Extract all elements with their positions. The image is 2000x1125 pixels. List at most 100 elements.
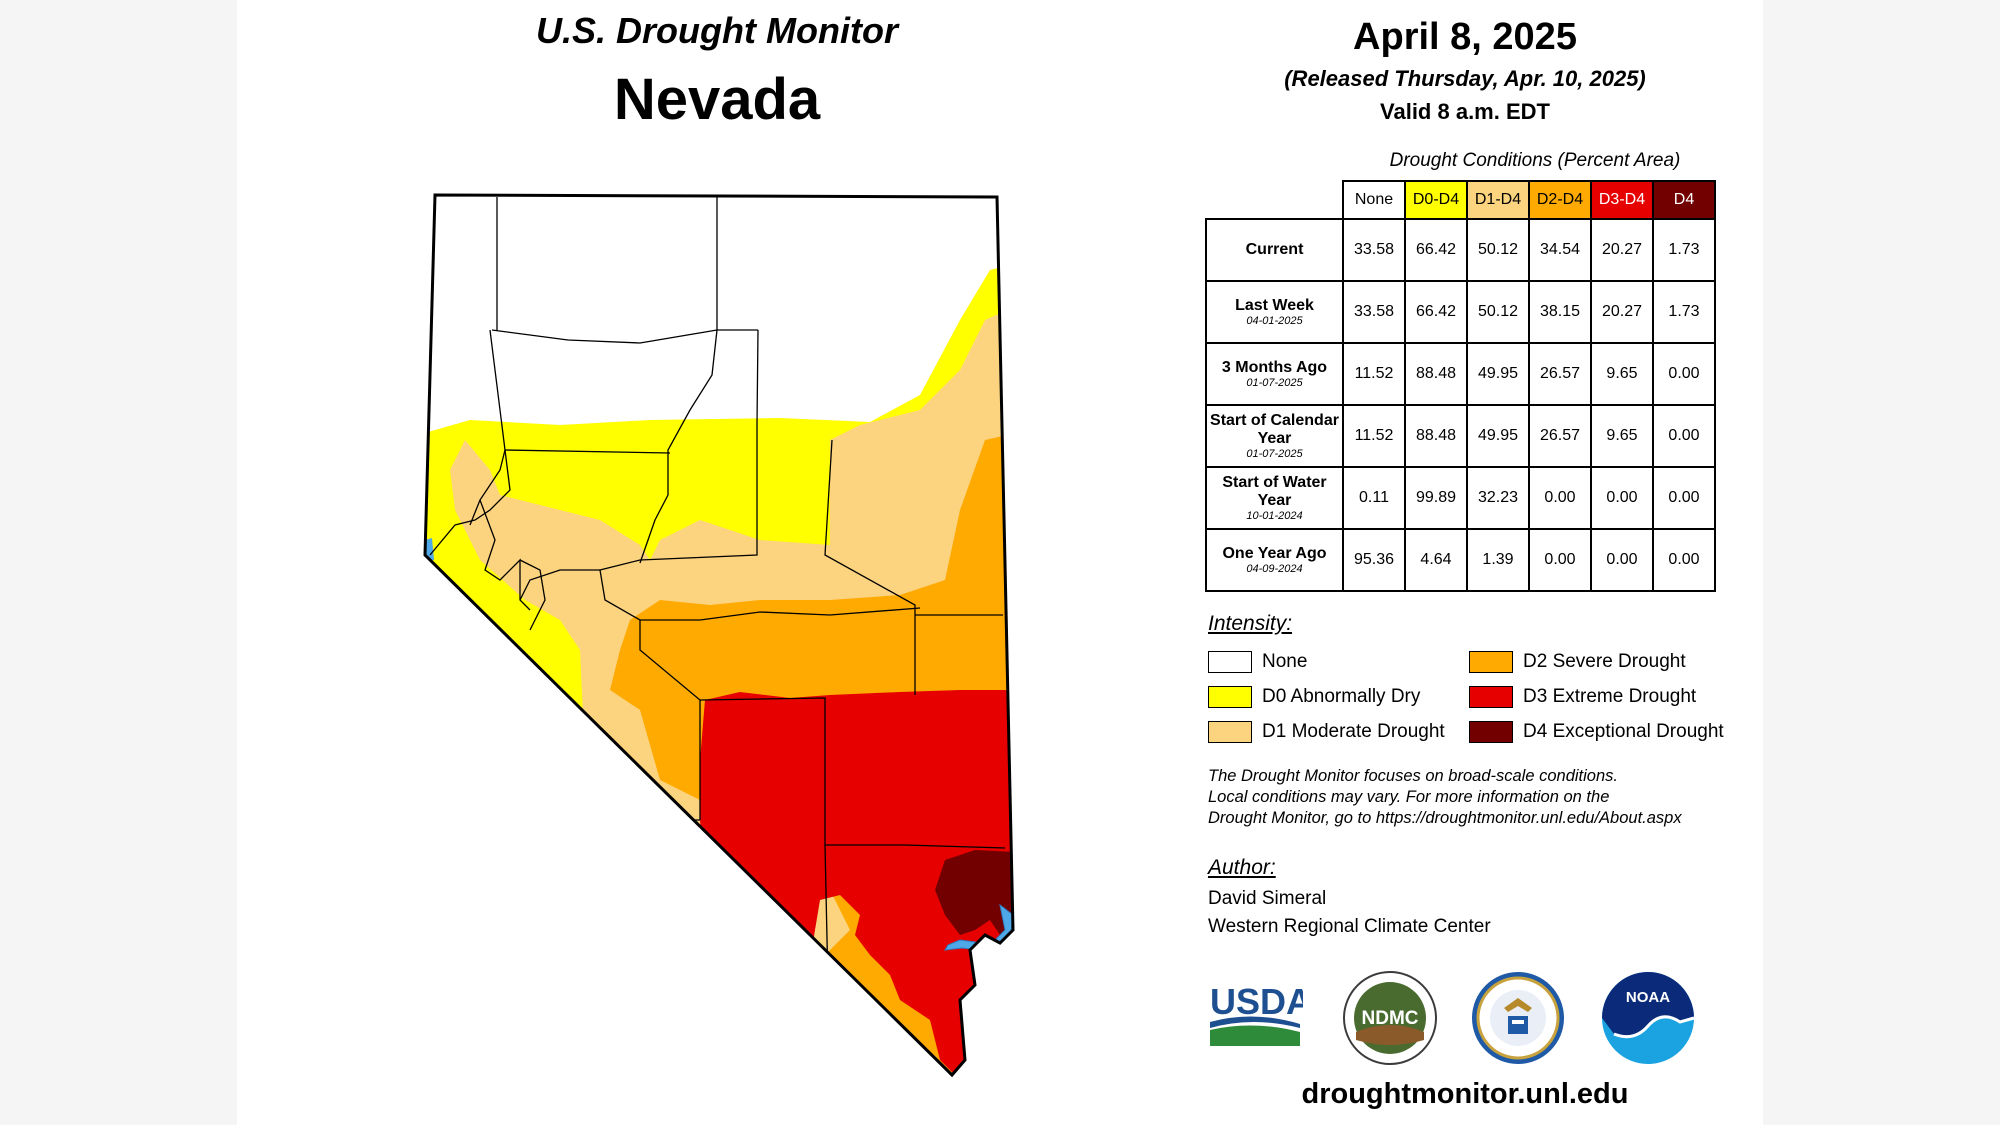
note-line: Drought Monitor, go to https://droughtmo… (1208, 809, 1682, 827)
table-header-row: None D0-D4 D1-D4 D2-D4 D3-D4 D4 (1206, 180, 1716, 220)
row-label: Start of Calendar Year 01-07-2025 (1205, 404, 1344, 468)
table-cell: 0.11 (1342, 466, 1406, 530)
row-date: 01-07-2025 (1246, 376, 1303, 389)
usda-logo: USDA (1210, 981, 1303, 1046)
table-corner (1206, 181, 1343, 220)
table-row: Start of Water Year 10-01-2024 0.11 99.89 32… (1205, 466, 1716, 530)
note-line: The Drought Monitor focuses on broad-sca… (1208, 767, 1618, 785)
table-cell: 95.36 (1342, 528, 1406, 592)
map-date: April 8, 2025 (1353, 16, 1577, 58)
table-row: Last Week 04-01-2025 33.58 66.42 50.12 38.15 2… (1205, 280, 1716, 344)
author-name: David Simeral (1208, 888, 1327, 909)
legend-label: D2 Severe Drought (1523, 651, 1686, 672)
row-label: Start of Water Year 10-01-2024 (1205, 466, 1344, 530)
row-label-text: Start of Water Year (1222, 473, 1327, 509)
legend-item-d2: D2 Severe Drought (1469, 648, 1686, 676)
table-cell: 0.00 (1590, 466, 1654, 530)
table-cell: 26.57 (1528, 404, 1592, 468)
legend-label: D3 Extreme Drought (1523, 686, 1697, 707)
valid-time: Valid 8 a.m. EDT (1380, 99, 1550, 124)
row-label-text: 3 Months Ago (1221, 358, 1328, 376)
note-line: Local conditions may vary. For more info… (1208, 788, 1610, 806)
table-cell: 0.00 (1652, 466, 1716, 530)
legend-label: D1 Moderate Drought (1262, 721, 1445, 742)
row-label: Current (1205, 218, 1344, 282)
table-cell: 50.12 (1466, 280, 1530, 344)
table-row: One Year Ago 04-09-2024 95.36 4.64 1.39 0.00 0… (1205, 528, 1716, 592)
row-date: 01-07-2025 (1246, 447, 1303, 460)
row-label-text: Current (1245, 241, 1304, 258)
table-cell: 0.00 (1652, 404, 1716, 468)
table-row: Current 33.58 66.42 50.12 34.54 20.27 1.73 (1205, 218, 1716, 282)
table-cell: 34.54 (1528, 218, 1592, 282)
table-cell: 32.23 (1466, 466, 1530, 530)
column-header-d3-d4: D3-D4 (1590, 180, 1654, 220)
table-cell: 1.73 (1652, 280, 1716, 344)
legend-swatch (1469, 686, 1513, 708)
author-heading: Author: (1208, 856, 1276, 879)
table-cell: 49.95 (1466, 342, 1530, 406)
table-cell: 50.12 (1466, 218, 1530, 282)
row-label: 3 Months Ago 01-07-2025 (1205, 342, 1344, 406)
monitor-title: U.S. Drought Monitor (536, 10, 898, 51)
legend-swatch (1208, 651, 1252, 673)
table-cell: 33.58 (1342, 280, 1406, 344)
row-label-text: Start of Calendar Year (1210, 411, 1339, 447)
row-date: 10-01-2024 (1246, 509, 1303, 522)
table-cell: 0.00 (1590, 528, 1654, 592)
table-row: 3 Months Ago 01-07-2025 11.52 88.48 49.95 26.… (1205, 342, 1716, 406)
table-cell: 9.65 (1590, 404, 1654, 468)
row-date: 04-01-2025 (1246, 314, 1303, 327)
legend-swatch (1208, 686, 1252, 708)
table-cell: 1.73 (1652, 218, 1716, 282)
table-cell: 1.39 (1466, 528, 1530, 592)
table-cell: 66.42 (1404, 280, 1468, 344)
table-cell: 66.42 (1404, 218, 1468, 282)
legend-swatch (1469, 721, 1513, 743)
ndmc-logo-text: NDMC (1362, 1008, 1419, 1029)
table-caption: Drought Conditions (Percent Area) (1389, 150, 1681, 171)
column-header-d1-d4: D1-D4 (1466, 180, 1530, 220)
row-label-text: One Year Ago (1222, 544, 1327, 562)
table-cell: 0.00 (1652, 342, 1716, 406)
author-organization: Western Regional Climate Center (1208, 916, 1491, 937)
table-cell: 99.89 (1404, 466, 1468, 530)
table-cell: 0.00 (1528, 466, 1592, 530)
table-cell: 9.65 (1590, 342, 1654, 406)
table-cell: 11.52 (1342, 404, 1406, 468)
legend-swatch (1208, 721, 1252, 743)
legend-item-d3: D3 Extreme Drought (1469, 683, 1696, 711)
legend-item-d4: D4 Exceptional Drought (1469, 718, 1724, 746)
noaa-logo: NOAA (1602, 972, 1695, 1064)
table-cell: 88.48 (1404, 404, 1468, 468)
table-cell: 20.27 (1590, 280, 1654, 344)
legend-label: D0 Abnormally Dry (1262, 686, 1421, 707)
table-cell: 20.27 (1590, 218, 1654, 282)
legend-label: D4 Exceptional Drought (1523, 721, 1724, 742)
row-label-text: Last Week (1235, 296, 1314, 314)
drought-conditions-table: None D0-D4 D1-D4 D2-D4 D3-D4 D4 Current 3… (1205, 180, 1716, 592)
table-cell: 0.00 (1528, 528, 1592, 592)
row-label: Last Week 04-01-2025 (1205, 280, 1344, 344)
disclaimer-note: The Drought Monitor focuses on broad-sca… (1208, 766, 1768, 829)
legend-swatch (1469, 651, 1513, 673)
legend-item-d0: D0 Abnormally Dry (1208, 683, 1420, 711)
row-date: 04-09-2024 (1246, 562, 1303, 575)
legend-label: None (1262, 651, 1308, 672)
table-cell: 11.52 (1342, 342, 1406, 406)
ndmc-logo: NDMC (1343, 971, 1437, 1065)
table-cell: 26.57 (1528, 342, 1592, 406)
commerce-seal-logo (1472, 972, 1564, 1064)
release-date: (Released Thursday, Apr. 10, 2025) (1284, 66, 1646, 91)
nevada-drought-map (423, 193, 1015, 1078)
table-cell: 38.15 (1528, 280, 1592, 344)
table-cell: 33.58 (1342, 218, 1406, 282)
website-url: droughtmonitor.unl.edu (1301, 1078, 1629, 1110)
usda-logo-text: USDA (1210, 981, 1303, 1022)
zone-d4 (935, 850, 1013, 935)
table-row: Start of Calendar Year 01-07-2025 11.52 88.… (1205, 404, 1716, 468)
column-header-d4: D4 (1652, 180, 1716, 220)
legend-item-none: None (1208, 648, 1307, 676)
table-cell: 88.48 (1404, 342, 1468, 406)
state-name: Nevada (613, 67, 821, 132)
